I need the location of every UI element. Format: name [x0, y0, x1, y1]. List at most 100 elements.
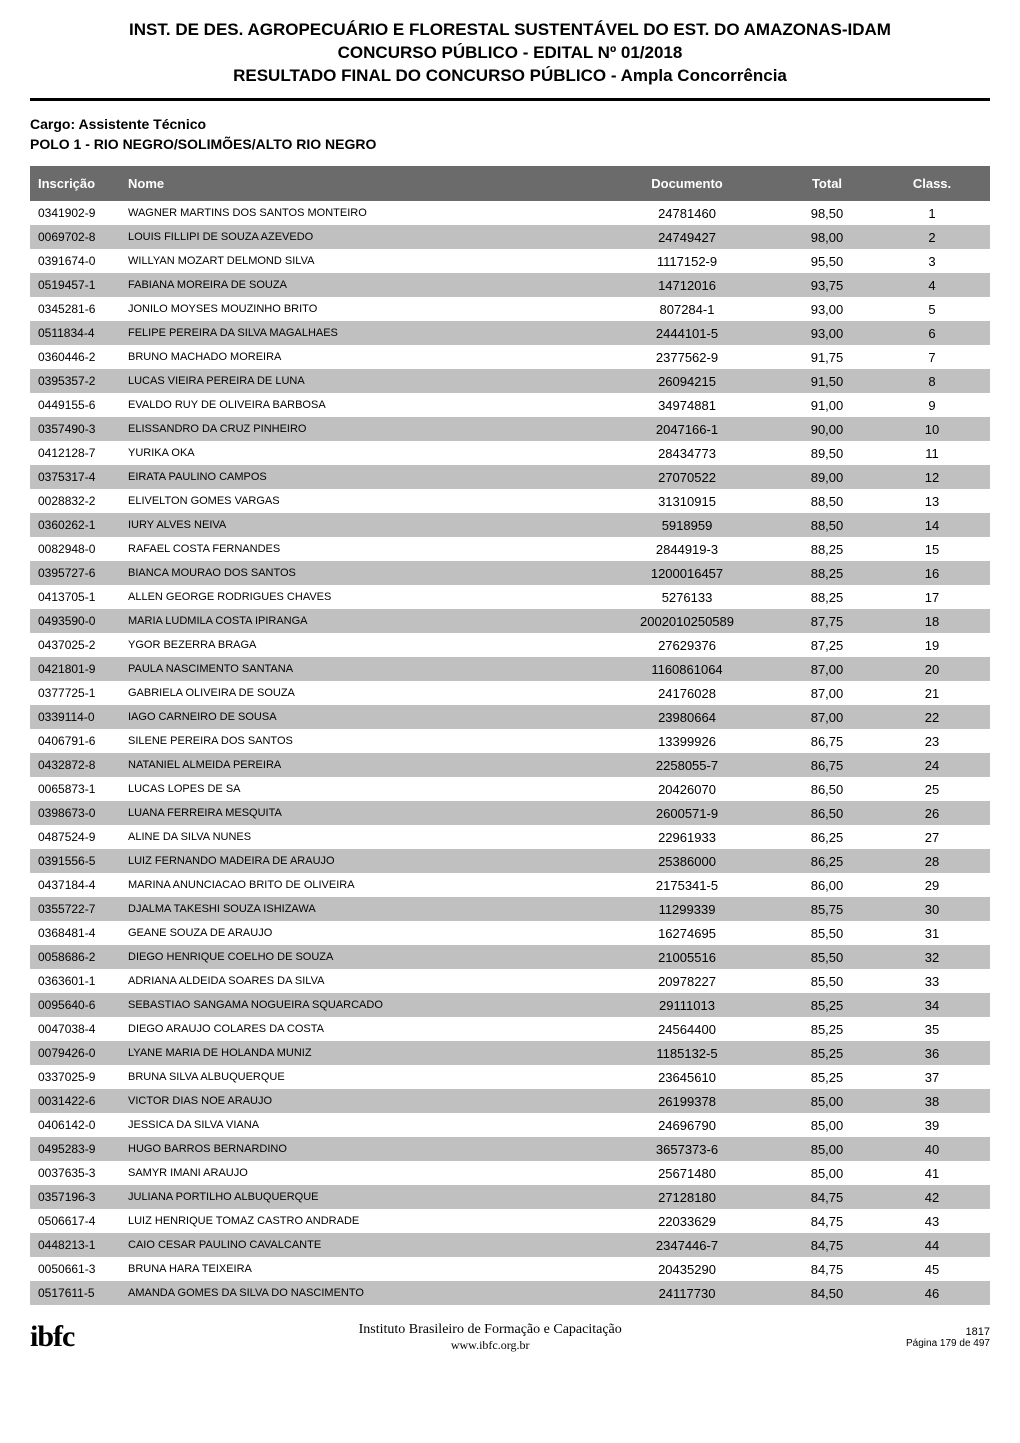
table-row: 0395727-6BIANCA MOURAO DOS SANTOS1200016…: [30, 561, 990, 585]
cell-class: 23: [882, 734, 982, 749]
cell-documento: 16274695: [602, 926, 772, 941]
cell-nome: HUGO BARROS BERNARDINO: [128, 1143, 602, 1155]
cell-documento: 2047166-1: [602, 422, 772, 437]
header-line1: INST. DE DES. AGROPECUÁRIO E FLORESTAL S…: [30, 20, 990, 40]
cell-inscricao: 0391556-5: [38, 854, 128, 868]
cell-documento: 24749427: [602, 230, 772, 245]
cell-nome: BRUNA HARA TEIXEIRA: [128, 1263, 602, 1275]
table-row: 0368481-4GEANE SOUZA DE ARAUJO1627469585…: [30, 921, 990, 945]
polo-label: POLO 1 - RIO NEGRO/SOLIMÕES/ALTO RIO NEG…: [30, 135, 990, 155]
cell-inscricao: 0069702-8: [38, 230, 128, 244]
cell-documento: 24696790: [602, 1118, 772, 1133]
table-row: 0050661-3BRUNA HARA TEIXEIRA2043529084,7…: [30, 1257, 990, 1281]
footer: ibfc Instituto Brasileiro de Formação e …: [30, 1315, 990, 1354]
cell-documento: 2175341-5: [602, 878, 772, 893]
cell-inscricao: 0337025-9: [38, 1070, 128, 1084]
cell-class: 3: [882, 254, 982, 269]
cell-class: 34: [882, 998, 982, 1013]
cell-inscricao: 0511834-4: [38, 326, 128, 340]
table-row: 0395357-2LUCAS VIEIRA PEREIRA DE LUNA260…: [30, 369, 990, 393]
cell-nome: EVALDO RUY DE OLIVEIRA BARBOSA: [128, 399, 602, 411]
table-row: 0437025-2YGOR BEZERRA BRAGA2762937687,25…: [30, 633, 990, 657]
cell-class: 41: [882, 1166, 982, 1181]
cell-documento: 28434773: [602, 446, 772, 461]
cell-documento: 14712016: [602, 278, 772, 293]
logo: ibfc: [30, 1320, 74, 1354]
cell-inscricao: 0406791-6: [38, 734, 128, 748]
cell-documento: 22033629: [602, 1214, 772, 1229]
cell-inscricao: 0506617-4: [38, 1214, 128, 1228]
cell-class: 31: [882, 926, 982, 941]
cell-class: 46: [882, 1286, 982, 1301]
cell-total: 85,75: [772, 902, 882, 917]
cell-class: 7: [882, 350, 982, 365]
cell-documento: 29111013: [602, 998, 772, 1013]
table-row: 0391556-5LUIZ FERNANDO MADEIRA DE ARAUJO…: [30, 849, 990, 873]
table-row: 0095640-6SEBASTIAO SANGAMA NOGUEIRA SQUA…: [30, 993, 990, 1017]
cell-documento: 27629376: [602, 638, 772, 653]
cell-class: 11: [882, 446, 982, 461]
cell-inscricao: 0517611-5: [38, 1286, 128, 1300]
cell-total: 84,75: [772, 1214, 882, 1229]
cell-class: 26: [882, 806, 982, 821]
cell-class: 10: [882, 422, 982, 437]
cell-nome: IURY ALVES NEIVA: [128, 519, 602, 531]
header-line3: RESULTADO FINAL DO CONCURSO PÚBLICO - Am…: [30, 66, 990, 86]
table-row: 0357196-3JULIANA PORTILHO ALBUQUERQUE271…: [30, 1185, 990, 1209]
cell-class: 9: [882, 398, 982, 413]
table-body: 0341902-9WAGNER MARTINS DOS SANTOS MONTE…: [30, 201, 990, 1305]
footer-pagenum: Página 179 de 497: [906, 1338, 990, 1349]
cell-total: 85,25: [772, 998, 882, 1013]
cell-class: 14: [882, 518, 982, 533]
cell-total: 86,00: [772, 878, 882, 893]
cell-inscricao: 0437025-2: [38, 638, 128, 652]
table-row: 0047038-4DIEGO ARAUJO COLARES DA COSTA24…: [30, 1017, 990, 1041]
col-header-class: Class.: [882, 176, 982, 191]
table-row: 0058686-2DIEGO HENRIQUE COELHO DE SOUZA2…: [30, 945, 990, 969]
cell-nome: ADRIANA ALDEIDA SOARES DA SILVA: [128, 975, 602, 987]
cell-total: 91,50: [772, 374, 882, 389]
cell-inscricao: 0357196-3: [38, 1190, 128, 1204]
cell-total: 85,00: [772, 1094, 882, 1109]
table-row: 0079426-0LYANE MARIA DE HOLANDA MUNIZ118…: [30, 1041, 990, 1065]
cell-class: 8: [882, 374, 982, 389]
cell-class: 15: [882, 542, 982, 557]
cell-class: 17: [882, 590, 982, 605]
table-row: 0363601-1ADRIANA ALDEIDA SOARES DA SILVA…: [30, 969, 990, 993]
cell-class: 45: [882, 1262, 982, 1277]
cell-total: 88,25: [772, 590, 882, 605]
cell-inscricao: 0432872-8: [38, 758, 128, 772]
table-row: 0341902-9WAGNER MARTINS DOS SANTOS MONTE…: [30, 201, 990, 225]
table-row: 0517611-5AMANDA GOMES DA SILVA DO NASCIM…: [30, 1281, 990, 1305]
cell-total: 93,00: [772, 326, 882, 341]
cell-nome: SAMYR IMANI ARAUJO: [128, 1167, 602, 1179]
cell-class: 33: [882, 974, 982, 989]
cell-inscricao: 0095640-6: [38, 998, 128, 1012]
cell-nome: WILLYAN MOZART DELMOND SILVA: [128, 255, 602, 267]
table-row: 0377725-1GABRIELA OLIVEIRA DE SOUZA24176…: [30, 681, 990, 705]
cell-documento: 22961933: [602, 830, 772, 845]
footer-left: ibfc: [30, 1320, 74, 1354]
cell-nome: ALINE DA SILVA NUNES: [128, 831, 602, 843]
cell-documento: 20435290: [602, 1262, 772, 1277]
table-row: 0337025-9BRUNA SILVA ALBUQUERQUE23645610…: [30, 1065, 990, 1089]
cell-nome: BRUNA SILVA ALBUQUERQUE: [128, 1071, 602, 1083]
cell-nome: DJALMA TAKESHI SOUZA ISHIZAWA: [128, 903, 602, 915]
table-row: 0511834-4FELIPE PEREIRA DA SILVA MAGALHA…: [30, 321, 990, 345]
cell-class: 43: [882, 1214, 982, 1229]
cell-class: 29: [882, 878, 982, 893]
cell-documento: 1200016457: [602, 566, 772, 581]
table-row: 0437184-4MARINA ANUNCIACAO BRITO DE OLIV…: [30, 873, 990, 897]
cell-total: 84,75: [772, 1190, 882, 1205]
cell-inscricao: 0413705-1: [38, 590, 128, 604]
cell-documento: 1160861064: [602, 662, 772, 677]
cell-nome: VICTOR DIAS NOE ARAUJO: [128, 1095, 602, 1107]
cell-inscricao: 0360446-2: [38, 350, 128, 364]
table-row: 0519457-1FABIANA MOREIRA DE SOUZA1471201…: [30, 273, 990, 297]
cell-nome: IAGO CARNEIRO DE SOUSA: [128, 711, 602, 723]
header-line2: CONCURSO PÚBLICO - EDITAL Nº 01/2018: [30, 43, 990, 63]
cell-nome: PAULA NASCIMENTO SANTANA: [128, 663, 602, 675]
cell-inscricao: 0395357-2: [38, 374, 128, 388]
table-row: 0406791-6SILENE PEREIRA DOS SANTOS133999…: [30, 729, 990, 753]
cell-inscricao: 0377725-1: [38, 686, 128, 700]
